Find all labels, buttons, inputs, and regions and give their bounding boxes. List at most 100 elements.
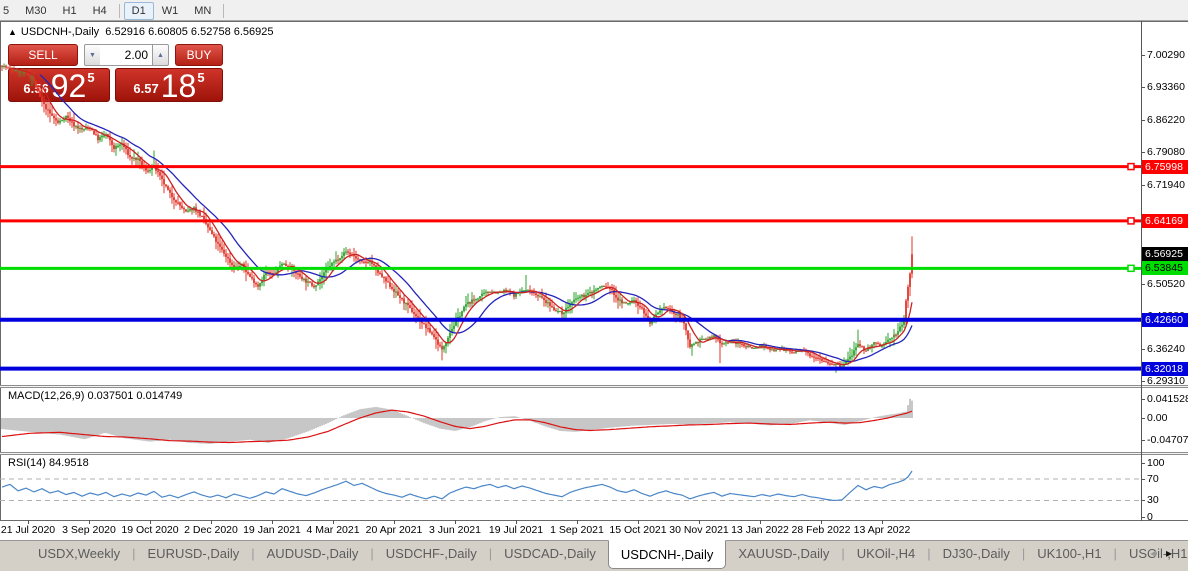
price-axis-tick-mark <box>1141 381 1145 382</box>
timeframe-button-m30[interactable]: M30 <box>25 4 47 17</box>
price-axis-tick: 6.71940 <box>1147 179 1185 192</box>
buy-button[interactable]: BUY <box>175 44 223 66</box>
price-axis-tick-mark <box>1141 349 1145 351</box>
date-axis-label: 20 Apr 2021 <box>365 524 423 536</box>
rsi-axis-tick-mark <box>1141 516 1145 518</box>
tab-scroll-arrows: ◂▸ <box>1150 546 1182 560</box>
timeframe-button-5[interactable]: 5 <box>3 4 10 17</box>
chart-symbol-label: USDCNH-,Daily <box>20 26 100 38</box>
toolbar-separator <box>223 3 225 18</box>
chevron-down-icon: ▼ <box>89 51 96 59</box>
price-axis-tick-mark <box>1141 55 1145 56</box>
rsi-axis-tick-mark <box>1141 500 1145 502</box>
date-axis-tick-mark <box>272 520 273 524</box>
date-axis-label: 21 Jul 2020 <box>0 524 56 536</box>
sell-price-sup: 5 <box>87 70 95 85</box>
symbol-tab-usdx[interactable]: USDX,Weekly <box>38 546 121 561</box>
symbol-tab-xauusd[interactable]: XAUUSD-,Daily <box>738 546 830 561</box>
rsi-axis-tick: 30 <box>1147 494 1159 507</box>
symbol-tab-eurusd[interactable]: EURUSD-,Daily <box>147 546 240 561</box>
price-level-badge: 6.53845 <box>1142 261 1188 276</box>
rsi-axis-tick-mark <box>1141 479 1145 481</box>
price-axis-tick: 7.00290 <box>1147 49 1185 61</box>
macd-axis-tick: 0.041528 <box>1147 392 1188 405</box>
chevron-up-icon: ▲ <box>157 51 164 59</box>
date-axis-label: 2 Dec 2020 <box>184 524 238 536</box>
chart-title: ▲ USDCNH-,Daily 6.52916 6.60805 6.52758 6… <box>8 26 274 38</box>
symbol-tab-uk100[interactable]: UK100-,H1 <box>1037 546 1102 561</box>
symbol-tab-bar: USDX,Weekly | EURUSD-,Daily | AUDUSD-,Daily |… <box>0 540 1188 571</box>
macd-axis-tick: -0.04707 <box>1147 433 1188 446</box>
date-axis-label: 13 Jan 2022 <box>731 524 789 536</box>
price-axis-tick: 6.79080 <box>1147 146 1185 159</box>
date-axis-label: 28 Feb 2022 <box>791 524 851 536</box>
price-level-badge: 6.42660 <box>1142 312 1188 327</box>
price-axis-line <box>1141 21 1142 521</box>
symbol-tab-usdcad[interactable]: USDCAD-,Daily <box>504 546 596 561</box>
rsi-bottom-border <box>0 520 1188 521</box>
price-level-badge: 6.56925 <box>1142 247 1188 262</box>
date-axis-label: 1 Sep 2021 <box>550 524 604 536</box>
buy-price-panel[interactable]: 6.57 18 5 <box>115 68 223 102</box>
price-axis-tick-mark <box>1141 119 1145 121</box>
collapse-arrow-icon[interactable]: ▲ <box>8 27 17 37</box>
price-axis-tick-mark <box>1141 185 1145 187</box>
volume-decrease-button[interactable]: ▼ <box>84 44 101 66</box>
rsi-axis-tick: 100 <box>1147 457 1165 469</box>
price-axis-tick: 6.29310 <box>1147 375 1185 387</box>
date-axis-tick-mark <box>516 520 517 524</box>
sell-price-big: 92 <box>50 68 87 104</box>
timeframe-button-h1[interactable]: H1 <box>62 4 77 17</box>
volume-input[interactable] <box>100 44 153 66</box>
tab-separator: | <box>841 546 845 561</box>
symbol-tab-usdcnh[interactable]: USDCNH-,Daily <box>607 540 727 569</box>
tab-separator: | <box>1021 546 1026 561</box>
timeframe-button-h4[interactable]: H4 <box>92 4 107 17</box>
timeframe-button-w1[interactable]: W1 <box>161 4 179 17</box>
timeframe-toolbar: 5 M30 H1 H4 D1 W1 MN <box>0 0 1188 21</box>
price-axis-tick: 6.36240 <box>1147 343 1185 356</box>
macd-axis-tick-mark <box>1141 398 1145 400</box>
date-axis-tick-mark <box>394 520 395 524</box>
price-axis-tick: 6.93360 <box>1147 80 1185 93</box>
date-axis-tick-mark <box>150 520 151 524</box>
macd-axis-tick: 0.00 <box>1147 412 1168 424</box>
tab-separator: | <box>1113 546 1117 561</box>
date-axis-label: 13 Apr 2022 <box>853 524 911 536</box>
price-axis-tick-mark <box>1141 283 1145 285</box>
tab-separator: | <box>132 546 136 561</box>
date-axis-tick-mark <box>760 520 761 524</box>
tab-scroll-right-icon[interactable]: ▸ <box>1165 546 1182 560</box>
price-level-badge: 6.32018 <box>1142 361 1188 376</box>
toolbar-separator <box>118 3 120 18</box>
price-axis-tick-mark <box>1141 86 1145 88</box>
date-axis-label: 19 Oct 2020 <box>121 524 179 536</box>
tab-separator: | <box>488 546 493 561</box>
volume-increase-button[interactable]: ▲ <box>152 44 169 66</box>
chart-ohlc-values: 6.52916 6.60805 6.52758 6.56925 <box>105 26 274 38</box>
timeframe-button-mn[interactable]: MN <box>194 4 212 17</box>
rsi-splitter[interactable] <box>0 452 1188 455</box>
symbol-tab-usoil[interactable]: USOil-,H1 <box>1128 546 1188 561</box>
date-axis-label: 19 Jan 2021 <box>243 524 301 536</box>
one-click-trading-widget: SELL ▼ ▲ BUY 6.56 92 5 6.57 18 5 <box>8 44 223 102</box>
timeframe-button-d1[interactable]: D1 <box>123 1 154 20</box>
price-level-badge: 6.75998 <box>1142 159 1188 174</box>
price-level-badge: 6.64169 <box>1142 213 1188 228</box>
sell-price-panel[interactable]: 6.56 92 5 <box>8 68 110 102</box>
symbol-tab-usdchf[interactable]: USDCHF-,Daily <box>385 546 477 561</box>
date-axis-label: 3 Sep 2020 <box>62 524 116 536</box>
macd-label: MACD(12,26,9) 0.037501 0.014749 <box>8 390 183 402</box>
macd-splitter[interactable] <box>0 385 1188 388</box>
symbol-tab-dj30[interactable]: DJ30-,Daily <box>942 546 1010 561</box>
date-axis-tick-mark <box>577 520 578 524</box>
date-axis-label: 4 Mar 2021 <box>306 524 360 536</box>
tab-separator: | <box>927 546 931 561</box>
tab-scroll-left-icon[interactable]: ◂ <box>1149 546 1166 560</box>
date-axis-label: 15 Oct 2021 <box>609 524 667 536</box>
sell-button[interactable]: SELL <box>8 44 78 66</box>
symbol-tab-audusd[interactable]: AUDUSD-,Daily <box>266 546 359 561</box>
symbol-tab-ukoil[interactable]: UKOil-,H4 <box>856 546 916 561</box>
date-axis-label: 30 Nov 2021 <box>669 524 729 536</box>
